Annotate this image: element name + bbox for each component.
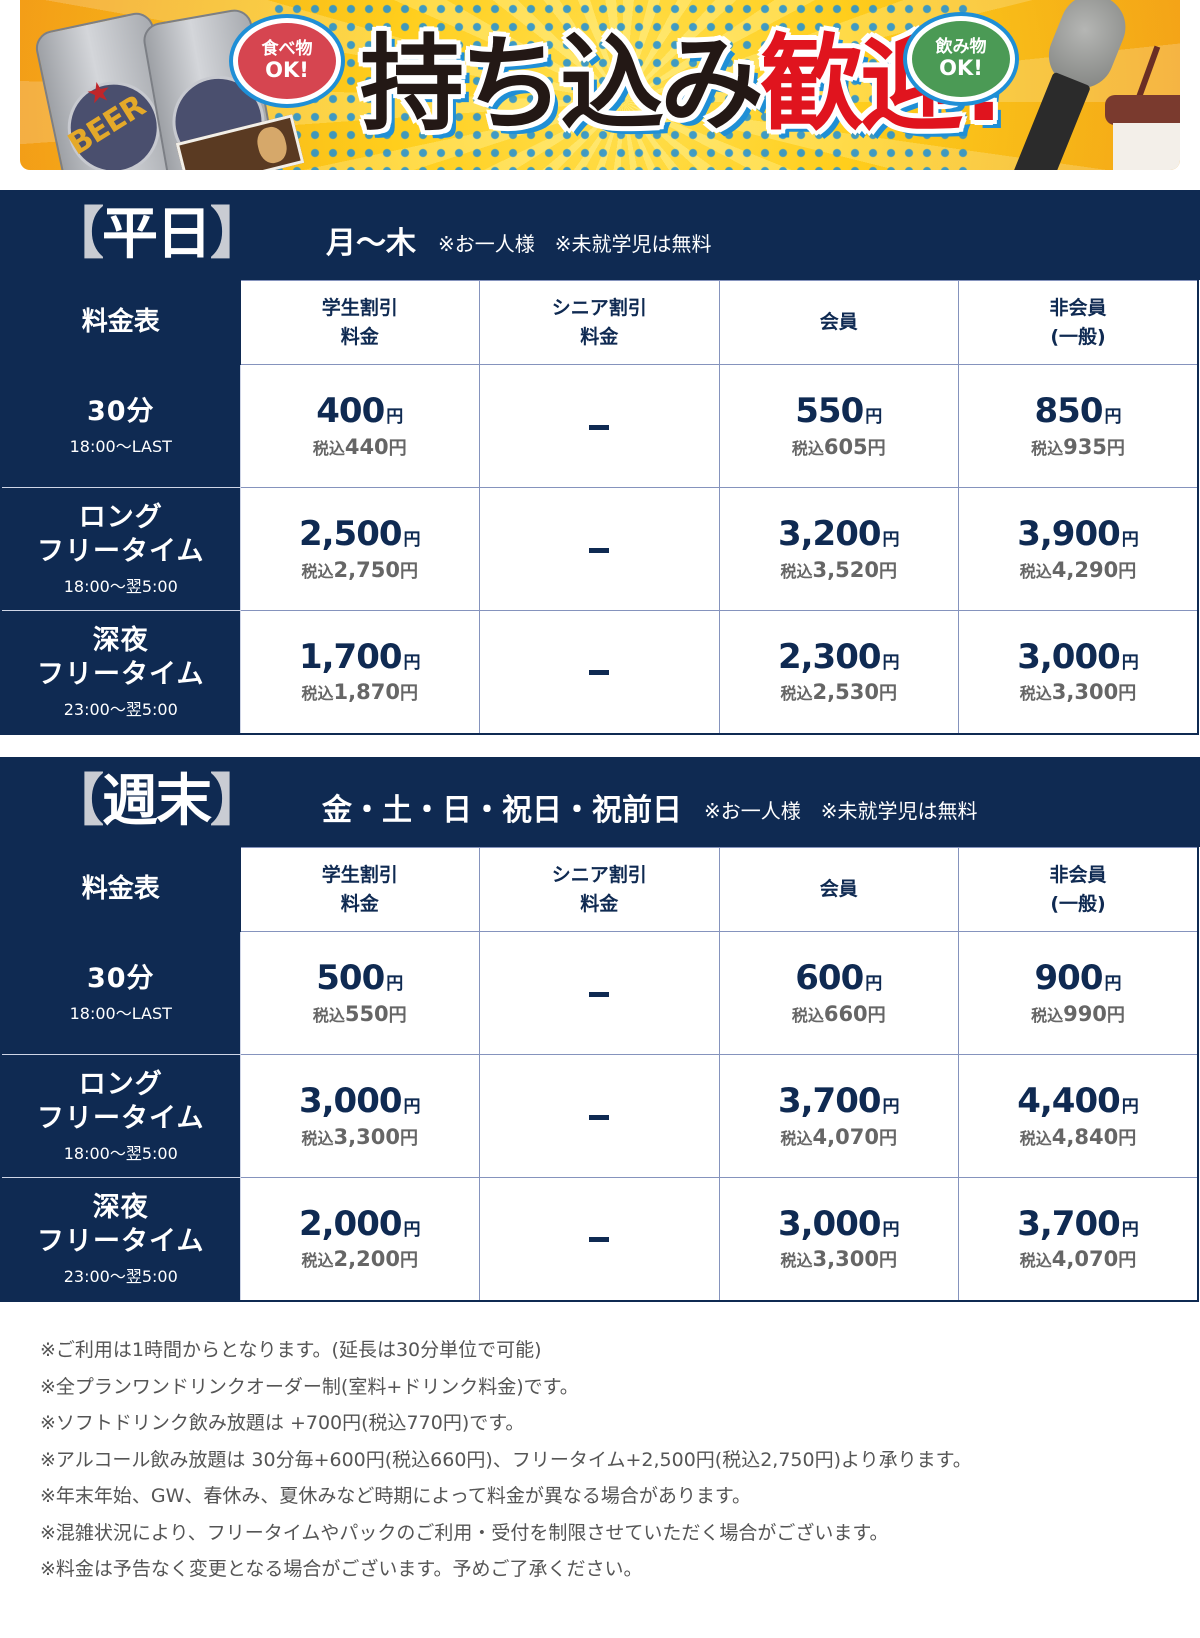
not-available-dash: [589, 424, 610, 430]
member-price-cell: 600 円 税込660円: [718, 931, 959, 1055]
not-available-dash: [589, 1237, 610, 1243]
table-row: ロング フリータイム 18:00〜翌5:00 2,500 円 税込2,750円 3,…: [0, 487, 1199, 611]
weekday-price-table: 料金表 学生割引 料金 シニア割引 料金 会員 非会員 (一般) 30分 18:00〜…: [0, 280, 1199, 735]
nonmember-price-cell: 3,000 円 税込3,300円: [958, 610, 1199, 734]
footnote: ※料金は予告なく変更となる場合がございます。予めご了承ください。: [40, 1558, 643, 1580]
footnote: ※アルコール飲み放題は 30分毎+600円(税込660円)、フリータイム+2,5…: [40, 1448, 972, 1471]
col-nonmember: 非会員 (一般): [958, 847, 1199, 932]
student-price-cell: 400 円 税込440円: [239, 364, 480, 488]
weekend-title: 【 週末 】: [48, 769, 266, 834]
weekday-title-text: 平日: [102, 202, 212, 267]
weekday-title: 【 平日 】: [48, 202, 266, 267]
drink-ok-bubble: 飲み物 OK!: [907, 16, 1015, 102]
not-available-dash: [589, 1114, 610, 1120]
drink-ok-line1: 飲み物: [935, 37, 987, 58]
not-available-dash: [589, 547, 610, 553]
table-row: ロング フリータイム 18:00〜翌5:00 3,000 円 税込3,300円 3,…: [0, 1054, 1199, 1178]
nonmember-price-cell: 900 円 税込990円: [958, 931, 1199, 1055]
weekend-notes: ※お一人様 ※未就学児は無料: [704, 798, 978, 823]
plan-cell: 深夜 フリータイム 23:00〜翌5:00: [0, 610, 241, 734]
student-price-cell: 2,500 円 税込2,750円: [239, 487, 480, 611]
plan-cell: 30分 18:00〜LAST: [0, 931, 241, 1055]
col-nonmember: 非会員 (一般): [958, 280, 1199, 365]
pricing-footnotes: ※ご利用は1時間からとなります。(延長は30分単位で可能) ※全プランワンドリン…: [40, 1332, 972, 1588]
drink-cup-icon: [1105, 45, 1180, 170]
footnote: ※ソフトドリンク飲み放題は +700円(税込770円)です。: [40, 1412, 525, 1434]
bracket-close: 】: [210, 202, 266, 267]
member-price-cell: 3,700 円 税込4,070円: [718, 1054, 959, 1178]
student-price-cell: 500 円 税込550円: [239, 931, 480, 1055]
table-row: 深夜 フリータイム 23:00〜翌5:00 1,700 円 税込1,870円 2,3…: [0, 610, 1199, 734]
senior-price-cell: [479, 364, 720, 488]
bracket-open: 【: [48, 769, 104, 834]
member-price-cell: 3,000 円 税込3,300円: [718, 1177, 959, 1301]
weekend-price-table: 料金表 学生割引 料金 シニア割引 料金 会員 非会員 (一般) 30分 18:00〜…: [0, 847, 1199, 1302]
senior-price-cell: [479, 931, 720, 1055]
nonmember-price-cell: 3,900 円 税込4,290円: [958, 487, 1199, 611]
weekday-days: 月〜木: [326, 226, 416, 261]
not-available-dash: [589, 670, 610, 676]
food-ok-bubble: 食べ物 OK!: [233, 18, 341, 104]
table-row: 30分 18:00〜LAST 400 円 税込440円 550 円 税込605円 8…: [0, 364, 1199, 488]
footnote: ※ご利用は1時間からとなります。(延長は30分単位で可能): [40, 1339, 542, 1361]
senior-price-cell: [479, 487, 720, 611]
plan-cell: 30分 18:00〜LAST: [0, 364, 241, 488]
plan-cell: ロング フリータイム 18:00〜翌5:00: [0, 1054, 241, 1178]
not-available-dash: [589, 991, 610, 997]
student-price-cell: 3,000 円 税込3,300円: [239, 1054, 480, 1178]
bring-your-own-banner: ★ BEER 食べ物 OK! 持ち込み 歓迎! 飲み物 OK!: [20, 0, 1180, 170]
nonmember-price-cell: 4,400 円 税込4,840円: [958, 1054, 1199, 1178]
weekend-days: 金・土・日・祝日・祝前日: [322, 793, 682, 828]
member-price-cell: 550 円 税込605円: [718, 364, 959, 488]
weekend-section-header: 【 週末 】 金・土・日・祝日・祝前日 ※お一人様 ※未就学児は無料: [0, 757, 1200, 847]
price-table-label: 料金表: [0, 847, 241, 932]
bracket-open: 【: [48, 202, 104, 267]
member-price-cell: 2,300 円 税込2,530円: [718, 610, 959, 734]
senior-price-cell: [479, 1177, 720, 1301]
footnote: ※年末年始、GW、春休み、夏休みなど時期によって料金が異なる場合があります。: [40, 1485, 752, 1507]
drink-ok-line2: OK!: [939, 55, 983, 80]
weekday-section-header: 【 平日 】 月〜木 ※お一人様 ※未就学児は無料: [0, 190, 1200, 280]
col-senior-discount: シニア割引 料金: [479, 847, 720, 932]
col-senior-discount: シニア割引 料金: [479, 280, 720, 365]
weekday-price-section: 【 平日 】 月〜木 ※お一人様 ※未就学児は無料 料金表 学生割引 料金 シニア…: [0, 190, 1200, 735]
weekend-title-text: 週末: [102, 769, 212, 834]
senior-price-cell: [479, 1054, 720, 1178]
col-student-discount: 学生割引 料金: [239, 847, 480, 932]
weekday-notes: ※お一人様 ※未就学児は無料: [438, 231, 712, 256]
senior-price-cell: [479, 610, 720, 734]
price-table-label: 料金表: [0, 280, 241, 365]
student-price-cell: 1,700 円 税込1,870円: [239, 610, 480, 734]
table-header-row: 料金表 学生割引 料金 シニア割引 料金 会員 非会員 (一般): [0, 847, 1199, 932]
plan-cell: 深夜 フリータイム 23:00〜翌5:00: [0, 1177, 241, 1301]
footnote: ※全プランワンドリンクオーダー制(室料+ドリンク料金)です。: [40, 1375, 579, 1398]
food-ok-line2: OK!: [265, 57, 309, 82]
col-student-discount: 学生割引 料金: [239, 280, 480, 365]
member-price-cell: 3,200 円 税込3,520円: [718, 487, 959, 611]
table-header-row: 料金表 学生割引 料金 シニア割引 料金 会員 非会員 (一般): [0, 280, 1199, 365]
student-price-cell: 2,000 円 税込2,200円: [239, 1177, 480, 1301]
plan-cell: ロング フリータイム 18:00〜翌5:00: [0, 487, 241, 611]
food-ok-line1: 食べ物: [261, 39, 313, 60]
nonmember-price-cell: 850 円 税込935円: [958, 364, 1199, 488]
col-member: 会員: [718, 847, 959, 932]
weekend-price-section: 【 週末 】 金・土・日・祝日・祝前日 ※お一人様 ※未就学児は無料 料金表 学…: [0, 757, 1200, 1302]
col-member: 会員: [718, 280, 959, 365]
banner-headline: 持ち込み 歓迎!: [360, 14, 1007, 154]
table-row: 30分 18:00〜LAST 500 円 税込550円 600 円 税込660円 9…: [0, 931, 1199, 1055]
banner-dot-pattern: [270, 0, 970, 170]
table-row: 深夜 フリータイム 23:00〜翌5:00 2,000 円 税込2,200円 3,0…: [0, 1177, 1199, 1301]
nonmember-price-cell: 3,700 円 税込4,070円: [958, 1177, 1199, 1301]
headline-bring-in: 持ち込み: [360, 23, 764, 145]
footnote: ※混雑状況により、フリータイムやパックのご利用・受付を制限させていただく場合がご…: [40, 1521, 889, 1544]
bracket-close: 】: [210, 769, 266, 834]
